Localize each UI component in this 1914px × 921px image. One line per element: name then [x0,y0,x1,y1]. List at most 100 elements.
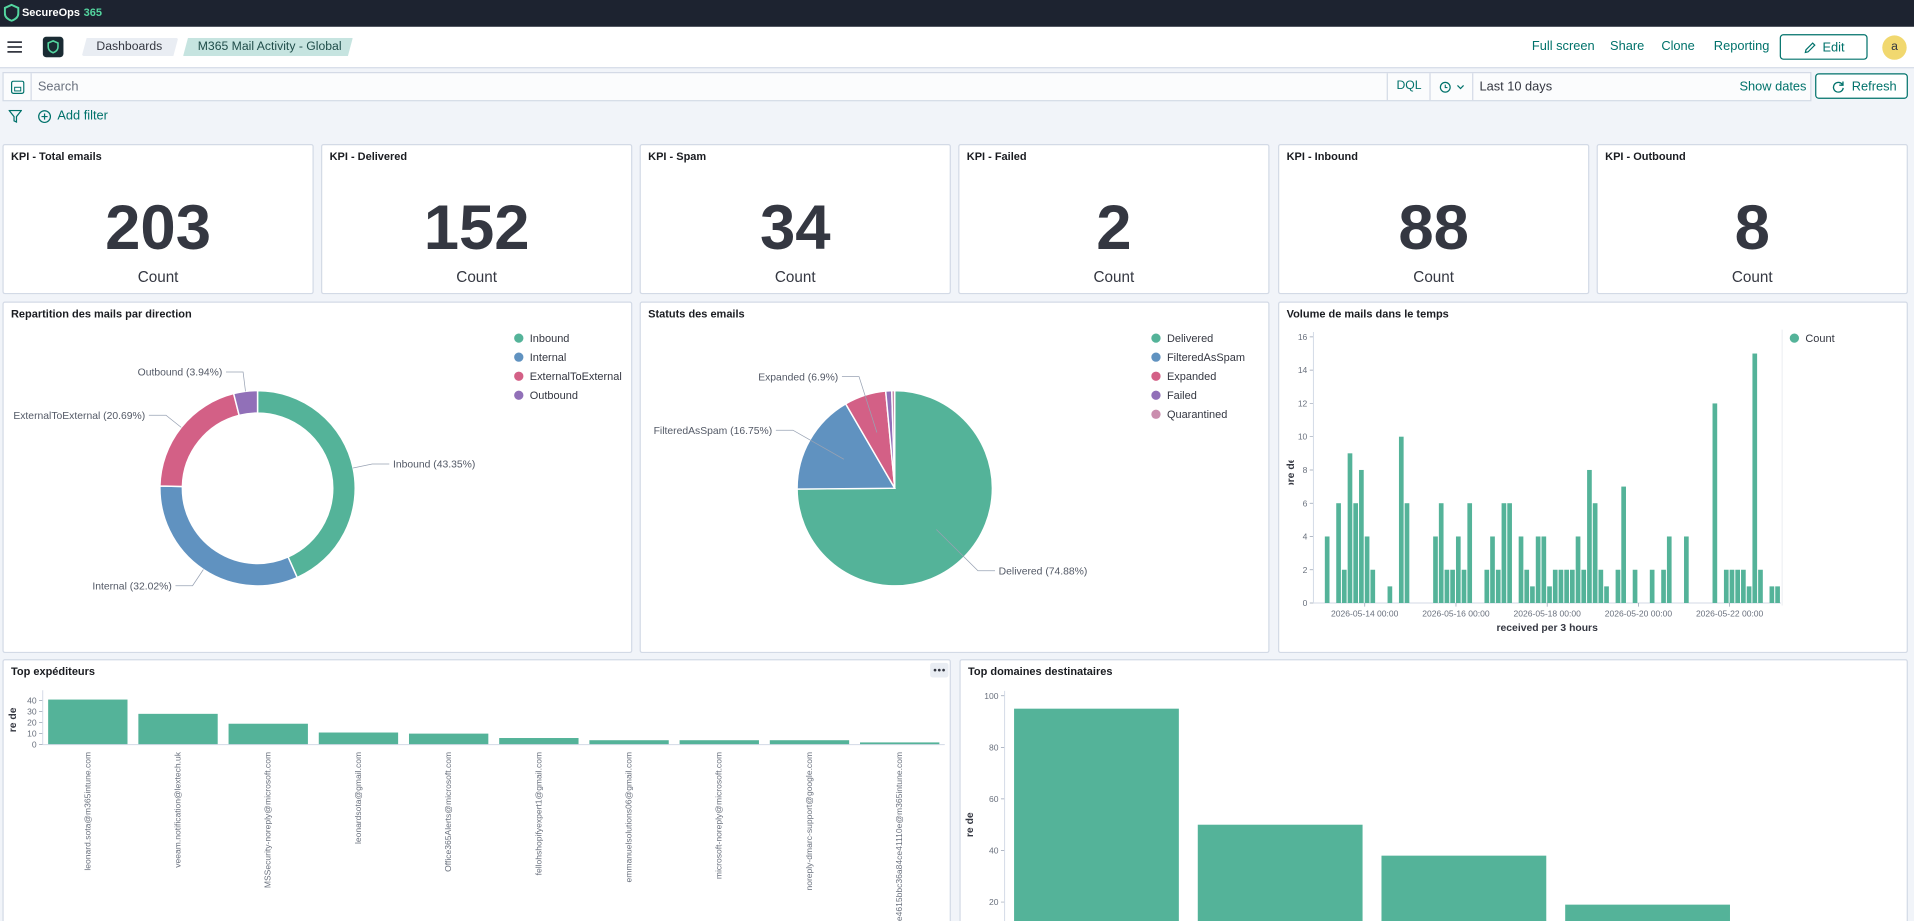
slice-label: Internal (32.02%) [92,581,171,592]
bar [1592,503,1598,604]
panel: 0 2 4 6 8 10 12 14 16 Nombre de mails 2026-05-14 0… [1278,301,1908,654]
y-axis-title: Nombre de mails [8,678,19,762]
search-bar[interactable]: Search DQL Last 10 days Show dates [2,72,1812,102]
bar [1649,569,1655,604]
bar [1604,586,1609,604]
bar [1752,353,1758,604]
leader-line [775,429,845,460]
action-link[interactable]: Clone [1661,39,1695,54]
x-tick-label: 2026-05-16 00:00 [1422,608,1490,618]
bar [1518,536,1524,604]
y-tick-label: 4 [1303,532,1308,542]
bar [1490,536,1495,604]
bar [1565,904,1730,921]
brand-suffix: 365 [83,6,103,19]
bar [1581,569,1587,604]
divider [1386,73,1388,101]
legend-label: Expanded [1167,371,1216,383]
menu-button[interactable] [7,40,22,53]
panel-title: KPI - Outbound [1605,150,1686,163]
panel-title: Top expéditeurs [10,665,96,678]
kpi-label: Count [456,268,498,286]
legend-swatch [514,371,524,381]
chart: leonard.sota@m365intune.com veeam.notific… [8,662,949,921]
bar [1741,569,1746,604]
leader-line [148,414,182,428]
panel-title: KPI - Inbound [1286,150,1358,163]
bar [499,738,579,745]
filter-icon[interactable] [8,109,22,124]
y-tick-label: 10 [1298,432,1308,442]
date-picker-toggle[interactable] [1439,81,1468,94]
add-filter[interactable]: Add filter [57,108,108,124]
legend-swatch [1151,333,1161,343]
bar [1370,569,1376,604]
action-link[interactable]: Full screen [1531,39,1595,54]
slice-label: ExternalToExternal (20.69%) [13,411,145,422]
legend-swatch [1151,352,1161,362]
legend-label: FilteredAsSpam [1167,352,1245,364]
action-link[interactable]: Reporting [1713,39,1770,54]
panel-title: Repartition des mails par direction [10,307,192,320]
bar [1197,824,1363,921]
bar [1575,536,1581,604]
app-logo[interactable] [42,36,64,58]
bar [408,733,489,745]
add-filter-icon[interactable] [38,110,52,124]
y-tick-label: 16 [1298,332,1308,342]
y-tick-label: 30 [27,707,37,717]
slice-label: Expanded (6.9%) [758,372,838,383]
legend-swatch [514,352,524,362]
legend-swatch [1151,390,1161,400]
chart: 20 40 60 80 100 Nombre de mails [965,691,1730,921]
legend-label: Count [1805,333,1834,345]
panel: 20 40 60 80 100 Nombre de mails Top domaines d… [959,659,1908,921]
x-tick-label: 88ae4615bbc36a84ce41110e@m365intune.com [894,752,904,921]
pencil-icon [1804,42,1816,54]
bar [1341,569,1347,604]
panel-options[interactable] [930,662,949,678]
search-placeholder[interactable]: Search [37,79,79,94]
bar [1381,855,1547,921]
bar [1501,503,1507,604]
bar [1535,536,1541,604]
refresh-button[interactable]: Refresh [1815,73,1908,99]
breadcrumb[interactable]: M365 Mail Activity - Global [183,38,353,56]
legend-label: Internal [530,352,567,364]
bar [589,740,669,745]
show-dates[interactable]: Show dates [1739,79,1807,94]
action-link[interactable]: Share [1610,39,1645,54]
legend-swatch [514,390,524,400]
breadcrumb[interactable]: Dashboards [82,38,178,56]
y-tick-label: 12 [1298,398,1308,408]
save-query-icon[interactable] [10,80,25,94]
bar [1461,569,1467,604]
time-range[interactable]: Last 10 days [1479,79,1553,94]
bar [1598,569,1604,604]
y-tick-label: 8 [1303,465,1308,475]
bar [1569,569,1575,604]
legend-swatch [1151,409,1161,419]
avatar[interactable]: a [1882,35,1907,60]
kpi-value: 203 [105,192,212,264]
bar [1564,569,1569,604]
nav-bar: Dashboards M365 Mail Activity - Global F… [0,26,1914,69]
leader-line [353,463,390,469]
kpi-value: 2 [1096,192,1132,264]
slice [890,389,896,489]
panel: KPI - Total emails 203 Count [2,144,314,295]
bar [1621,486,1626,604]
bar [1552,569,1558,604]
panel-options-dot [933,668,937,672]
panel: Delivered (74.88%) FilteredAsSpam (16.75%… [639,301,1270,654]
edit-button[interactable]: Edit [1779,34,1868,60]
kpi-value: 152 [423,192,530,264]
brand: SecureOps 365 [22,6,102,18]
bar [318,732,399,745]
y-tick-label: 60 [989,794,999,804]
query-language[interactable]: DQL [1396,79,1422,93]
bar [1541,536,1547,604]
divider [30,73,32,101]
brand-logo [3,3,20,22]
